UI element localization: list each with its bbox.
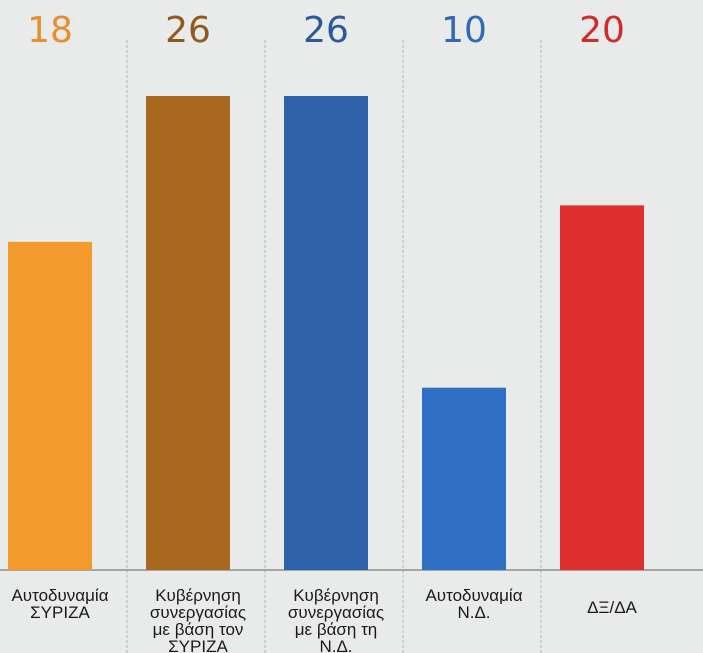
category-label-line: Κυβέρνηση (155, 586, 241, 605)
category-label: Κυβέρνηση συνεργασίας με βάση τη Ν.Δ. (288, 586, 384, 653)
category-label-line: ΔΞ/ΔΑ (587, 598, 637, 617)
bar (8, 241, 92, 570)
category-label-line: Ν.Δ. (457, 603, 490, 622)
value-labels: 18 26 26 10 20 (27, 10, 625, 51)
category-label-line: με βάση τη (295, 620, 378, 639)
category-label-line: Κυβέρνηση (293, 586, 379, 605)
bar (284, 96, 368, 570)
value-label: 26 (165, 10, 211, 51)
category-label-line: ΣΥΡΙΖΑ (168, 637, 228, 653)
category-label: ΔΞ/ΔΑ (587, 598, 637, 617)
bars (8, 96, 644, 570)
value-label: 10 (441, 10, 487, 51)
column-dividers (126, 40, 542, 653)
category-label: Αυτοδυναμία ΣΥΡΙΖΑ (11, 586, 108, 622)
value-label: 18 (27, 10, 73, 51)
category-label: Κυβέρνηση συνεργασίας με βάση τον ΣΥΡΙΖΑ (150, 586, 246, 653)
value-label: 26 (303, 10, 349, 51)
category-label-line: με βάση τον (153, 620, 244, 639)
category-label-line: Ν.Δ. (319, 637, 352, 653)
value-label: 20 (579, 10, 625, 51)
category-label-line: ΣΥΡΙΖΑ (30, 603, 90, 622)
category-label: Αυτοδυναμία Ν.Δ. (425, 586, 522, 622)
category-label-line: συνεργασίας (150, 603, 246, 622)
bar (146, 96, 230, 570)
category-label-line: Αυτοδυναμία (425, 586, 522, 605)
bar (560, 205, 644, 570)
bar (422, 387, 506, 570)
category-label-line: Αυτοδυναμία (11, 586, 108, 605)
category-label-line: συνεργασίας (288, 603, 384, 622)
